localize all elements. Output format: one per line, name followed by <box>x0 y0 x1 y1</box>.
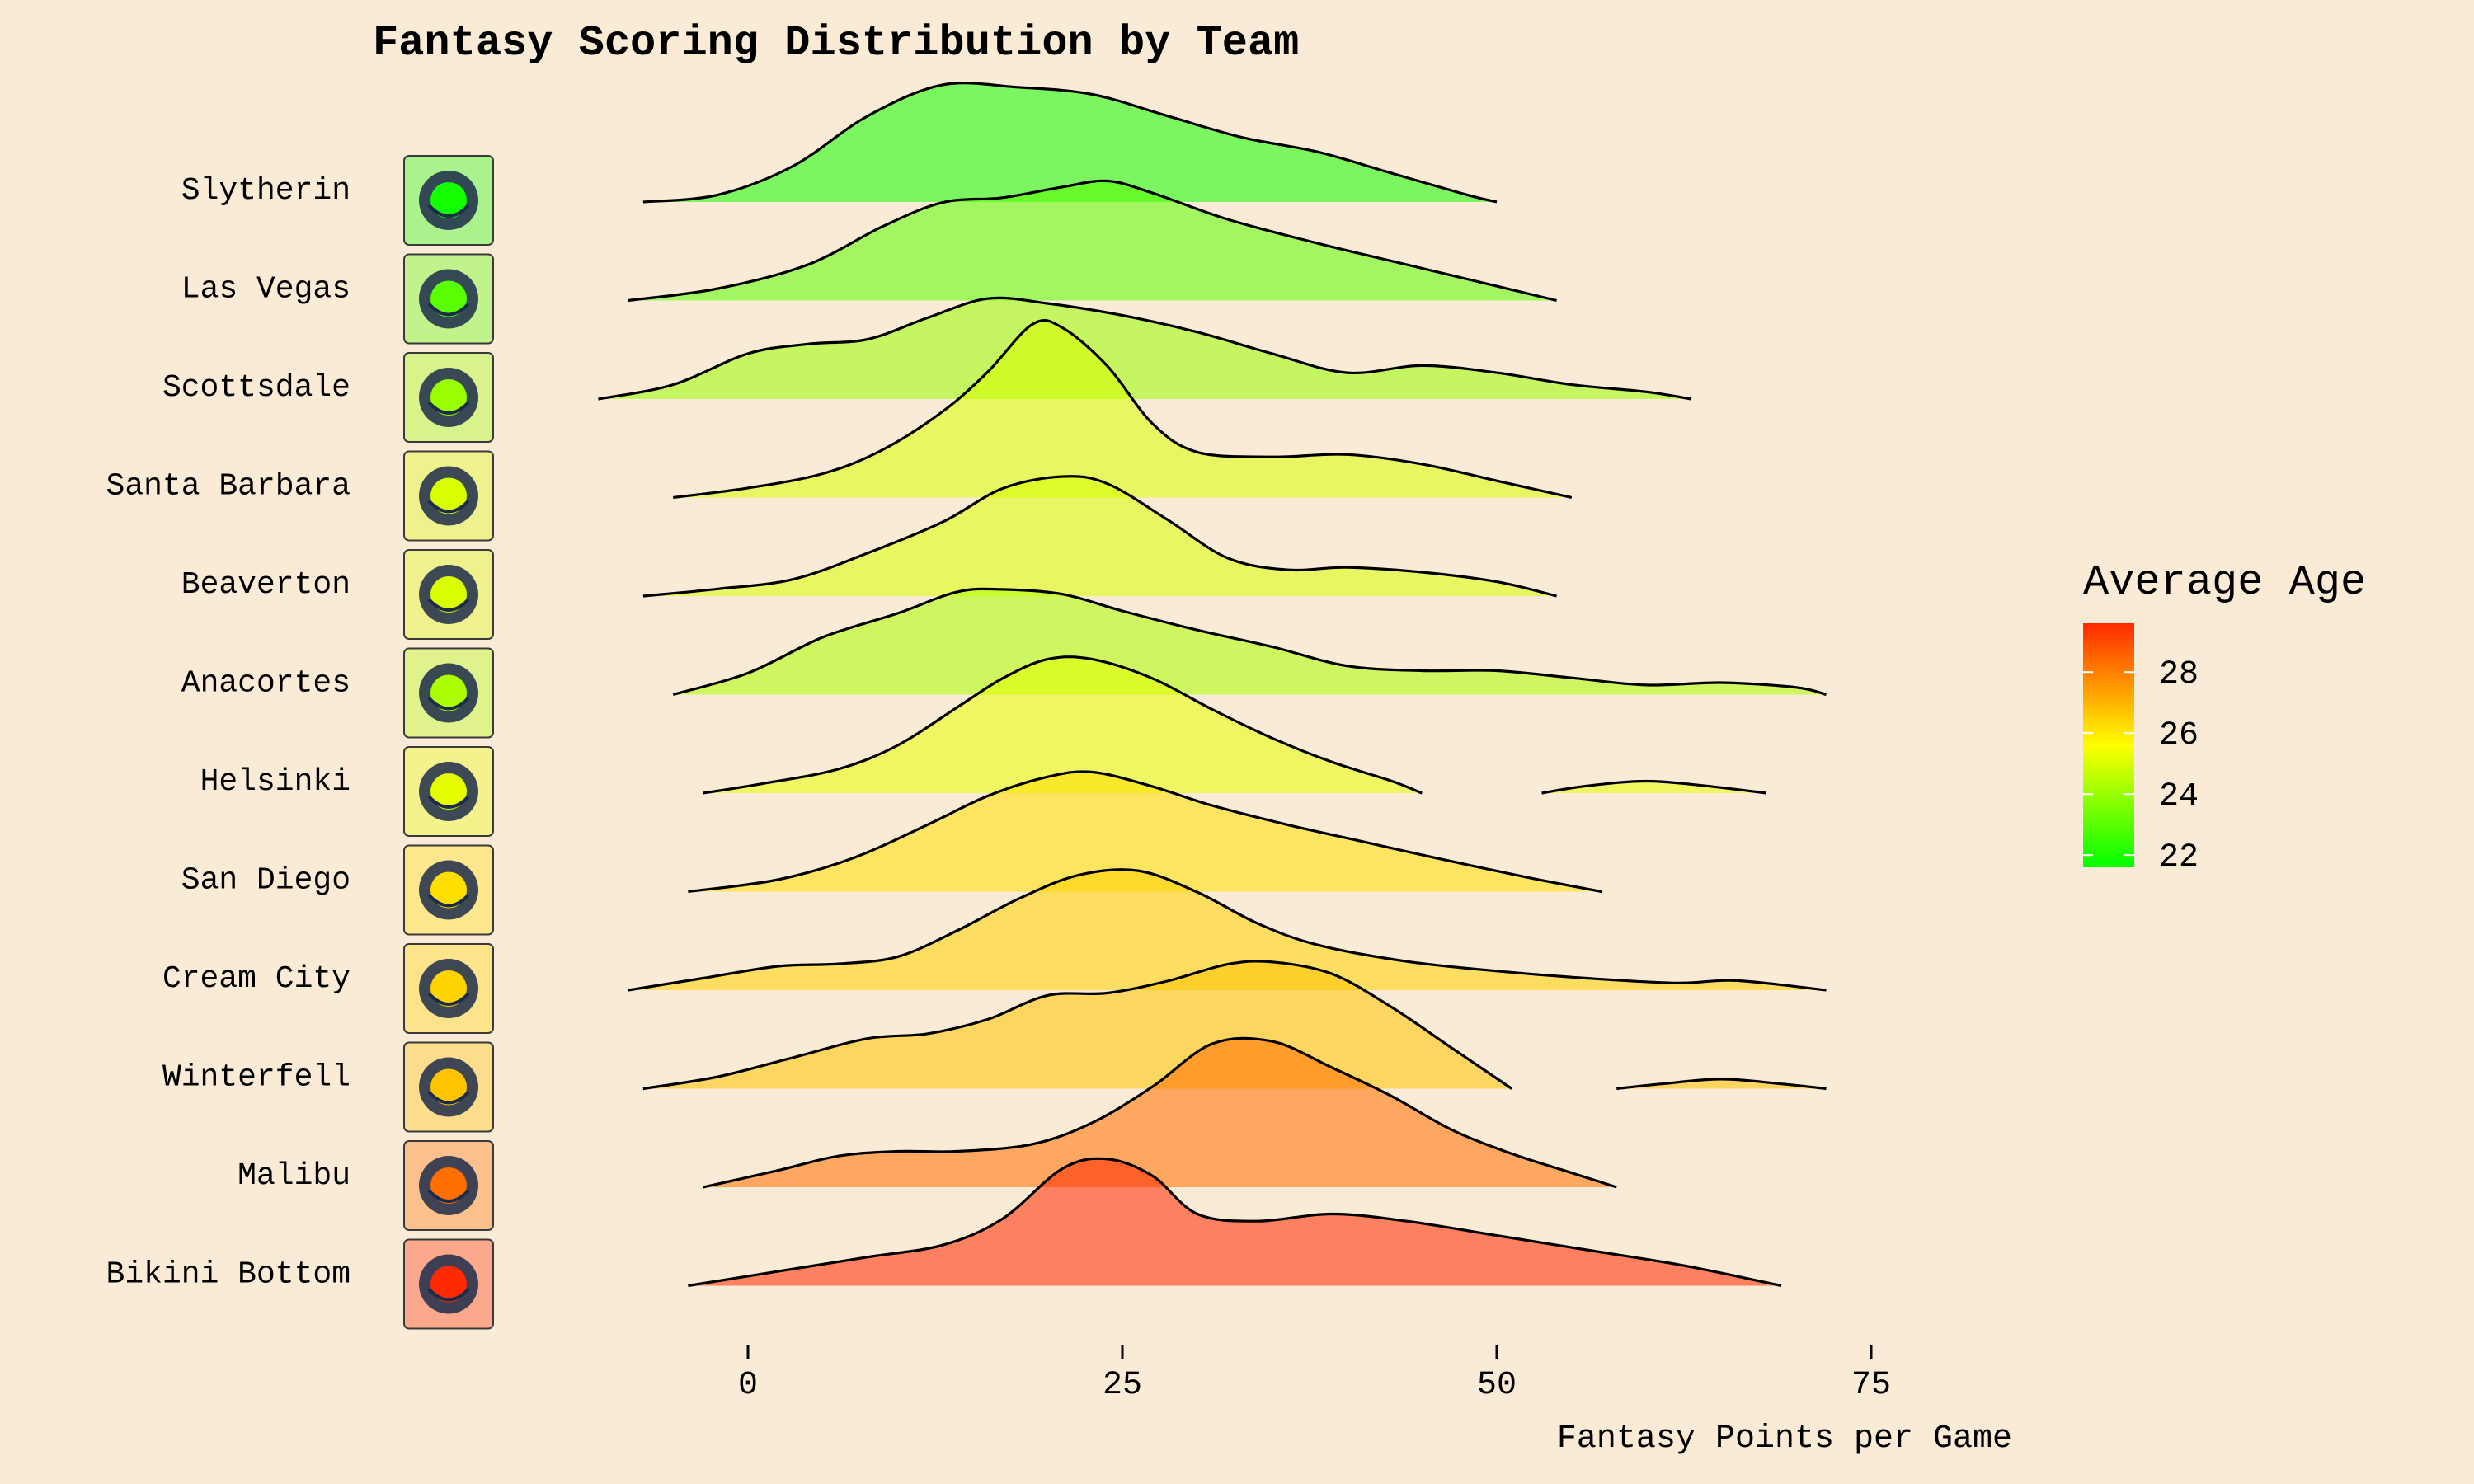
ridge-area-las-vegas-0 <box>628 181 1557 301</box>
team-label-slytherin: Slytherin <box>181 173 350 209</box>
knight-shield-icon <box>403 943 494 1034</box>
ridge-area-slytherin-0 <box>642 82 1497 202</box>
team-label-santa-barbara: Santa Barbara <box>106 469 350 505</box>
ridge-line-helsinki-0 <box>703 655 1423 795</box>
helsinki-hounds-icon <box>403 746 494 837</box>
cartoon-kid-basketball-icon <box>403 155 494 246</box>
team-label-scottsdale: Scottsdale <box>162 370 350 406</box>
ridge-helsinki <box>703 655 1767 795</box>
legend-tick-label-24: 24 <box>2159 778 2199 815</box>
chart-title: Fantasy Scoring Distribution by Team <box>373 19 1299 68</box>
ridge-anacortes <box>672 587 1827 697</box>
scottsdale-serpent-icon <box>403 352 494 443</box>
legend-tick-label-22: 22 <box>2159 839 2199 876</box>
ridge-area-malibu-0 <box>703 1038 1617 1187</box>
ridge-area-winterfell-1 <box>1616 1078 1827 1089</box>
team-label-cream-city: Cream City <box>162 961 350 997</box>
ridge-line-scottsdale-0 <box>598 296 1692 401</box>
x-axis-label: Fantasy Points per Game <box>1557 1421 2012 1458</box>
legend-title: Average Age <box>2083 558 2366 607</box>
ridge-area-helsinki-1 <box>1541 781 1766 793</box>
legend-ticks: 22 24 26 28 <box>2083 656 2199 876</box>
team-labels-group: Slytherin Las Vegas Scottsdale Santa Barbar… <box>106 173 350 1293</box>
ridge-area-helsinki-0 <box>703 656 1423 793</box>
shark-basketball-icon <box>403 450 494 542</box>
bikini-bottom-bb-icon <box>403 1238 494 1330</box>
ridge-bikini-bottom <box>688 1157 1782 1288</box>
x-tick-label-75: 75 <box>1851 1367 1891 1404</box>
ridge-line-winterfell-1 <box>1616 1078 1827 1091</box>
ridge-line-beaverton-0 <box>642 475 1557 598</box>
x-tick-label-50: 50 <box>1477 1367 1517 1404</box>
team-label-las-vegas: Las Vegas <box>181 272 350 308</box>
ridge-area-cream-city-0 <box>628 869 1827 990</box>
x-tick-label-25: 25 <box>1103 1367 1142 1404</box>
team-label-bikini-bottom: Bikini Bottom <box>106 1257 350 1293</box>
direwolf-icon <box>403 1041 494 1133</box>
ridge-scottsdale <box>598 296 1692 401</box>
ridge-line-san-diego-0 <box>688 770 1602 894</box>
ridge-line-anacortes-0 <box>672 587 1827 697</box>
team-label-anacortes: Anacortes <box>181 666 350 702</box>
ridge-las-vegas <box>628 179 1557 303</box>
ridge-line-cream-city-0 <box>628 868 1827 992</box>
legend-color-bar <box>2083 623 2134 867</box>
ridge-line-santa-barbara-0 <box>673 318 1573 500</box>
ridge-malibu <box>703 1036 1617 1189</box>
ridge-area-beaverton-0 <box>642 476 1557 596</box>
ridge-santa-barbara <box>673 318 1573 500</box>
ridge-area-santa-barbara-0 <box>673 320 1572 498</box>
ridge-line-winterfell-0 <box>642 960 1513 1091</box>
ridge-beaverton <box>642 475 1557 598</box>
ridge-line-las-vegas-0 <box>628 179 1557 303</box>
team-label-malibu: Malibu <box>238 1158 350 1194</box>
bull-sunglasses-icon <box>403 1140 494 1231</box>
bigfoot-icon <box>403 549 494 640</box>
anacortes-orcas-icon <box>403 647 494 739</box>
x-axis: 0 25 50 75 <box>738 1345 1891 1404</box>
team-label-beaverton: Beaverton <box>181 567 350 603</box>
team-label-winterfell: Winterfell <box>162 1060 350 1096</box>
san-diego-mascot-icon <box>403 844 494 936</box>
ridge-cream-city <box>628 868 1827 992</box>
ridge-line-helsinki-1 <box>1541 779 1767 795</box>
ridge-slytherin <box>642 82 1498 204</box>
ridge-area-san-diego-0 <box>688 771 1602 892</box>
sin-city-scorpions-icon <box>403 253 494 345</box>
team-logos-group <box>403 155 494 1330</box>
team-label-san-diego: San Diego <box>181 863 350 899</box>
legend-tick-label-26: 26 <box>2159 717 2199 754</box>
ridge-line-malibu-0 <box>703 1036 1617 1189</box>
ridges-group <box>598 82 1827 1288</box>
color-legend: Average Age 22 24 26 28 <box>2083 558 2366 876</box>
ridge-line-bikini-bottom-0 <box>688 1157 1782 1288</box>
team-label-helsinki: Helsinki <box>200 764 350 800</box>
ridge-area-scottsdale-0 <box>598 298 1692 399</box>
ridge-san-diego <box>688 770 1602 894</box>
legend-tick-label-28: 28 <box>2159 656 2199 693</box>
x-tick-label-0: 0 <box>738 1367 758 1404</box>
ridge-line-slytherin-0 <box>642 82 1498 204</box>
